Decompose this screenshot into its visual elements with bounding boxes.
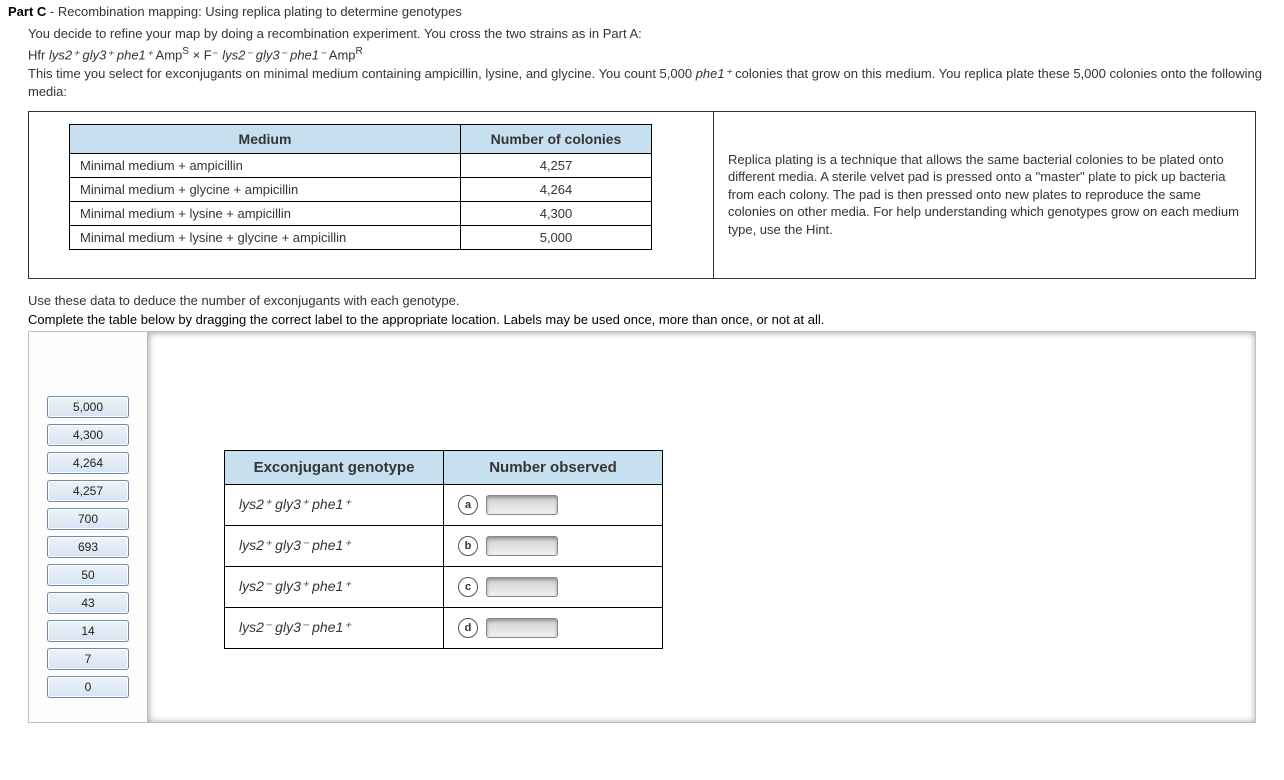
genotype-table: Exconjugant genotype Number observed lys…	[224, 450, 663, 649]
label-chip[interactable]: 7	[47, 648, 129, 670]
side-text-wrap: Replica plating is a technique that allo…	[714, 112, 1255, 278]
drop-slot-c[interactable]	[486, 577, 558, 597]
slot-letter: b	[458, 536, 478, 556]
dropzone-pane: Exconjugant genotype Number observed lys…	[148, 332, 1255, 722]
slot-letter: d	[458, 618, 478, 638]
drop-slot-b[interactable]	[486, 536, 558, 556]
labels-pane: 5,000 4,300 4,264 4,257 700 693 50 43 14…	[29, 332, 148, 722]
instructions: Use these data to deduce the number of e…	[28, 293, 1276, 327]
table-row: lys2⁺ gly3⁺ phe1⁺ a	[225, 484, 663, 525]
instruction-b: Complete the table below by dragging the…	[28, 312, 1276, 327]
table-row: Minimal medium + lysine + ampicillin4,30…	[70, 201, 652, 225]
table-row: lys2⁻ gly3⁻ phe1⁺ d	[225, 607, 663, 648]
side-text: Replica plating is a technique that allo…	[728, 151, 1241, 239]
table-row: lys2⁺ gly3⁻ phe1⁺ b	[225, 525, 663, 566]
table-row: Minimal medium + glycine + ampicillin4,2…	[70, 177, 652, 201]
label-chip[interactable]: 14	[47, 620, 129, 642]
label-chip[interactable]: 4,257	[47, 480, 129, 502]
drop-slot-a[interactable]	[486, 495, 558, 515]
intro-cross: Hfr lys2⁺ gly3⁺ phe1⁺ AmpS × F⁻ lys2⁻ gl…	[28, 45, 1276, 64]
exercise-frame: 5,000 4,300 4,264 4,257 700 693 50 43 14…	[28, 331, 1256, 723]
label-chip[interactable]: 4,264	[47, 452, 129, 474]
th-genotype: Exconjugant genotype	[225, 450, 444, 484]
label-chip[interactable]: 43	[47, 592, 129, 614]
slot-letter: a	[458, 495, 478, 515]
intro-line3: This time you select for exconjugants on…	[28, 65, 1276, 100]
colony-table: Medium Number of colonies Minimal medium…	[69, 124, 652, 250]
table-row: Minimal medium + lysine + glycine + ampi…	[70, 225, 652, 249]
label-chip[interactable]: 0	[47, 676, 129, 698]
label-chip[interactable]: 693	[47, 536, 129, 558]
table-row: Minimal medium + ampicillin4,257	[70, 153, 652, 177]
table-row: lys2⁻ gly3⁺ phe1⁺ c	[225, 566, 663, 607]
instruction-a: Use these data to deduce the number of e…	[28, 293, 1276, 308]
part-header: Part C - Recombination mapping: Using re…	[8, 4, 1276, 19]
intro-line1: You decide to refine your map by doing a…	[28, 25, 1276, 43]
intro-block: You decide to refine your map by doing a…	[28, 25, 1276, 101]
data-table-wrap: Medium Number of colonies Minimal medium…	[29, 112, 714, 278]
th-medium: Medium	[70, 124, 461, 153]
part-label: Part C	[8, 4, 46, 19]
drop-slot-d[interactable]	[486, 618, 558, 638]
part-title: Recombination mapping: Using replica pla…	[58, 4, 462, 19]
th-number: Number observed	[444, 450, 663, 484]
th-count: Number of colonies	[461, 124, 652, 153]
label-chip[interactable]: 700	[47, 508, 129, 530]
data-columns: Medium Number of colonies Minimal medium…	[28, 111, 1256, 279]
slot-letter: c	[458, 577, 478, 597]
label-chip[interactable]: 5,000	[47, 396, 129, 418]
label-chip[interactable]: 50	[47, 564, 129, 586]
label-chip[interactable]: 4,300	[47, 424, 129, 446]
